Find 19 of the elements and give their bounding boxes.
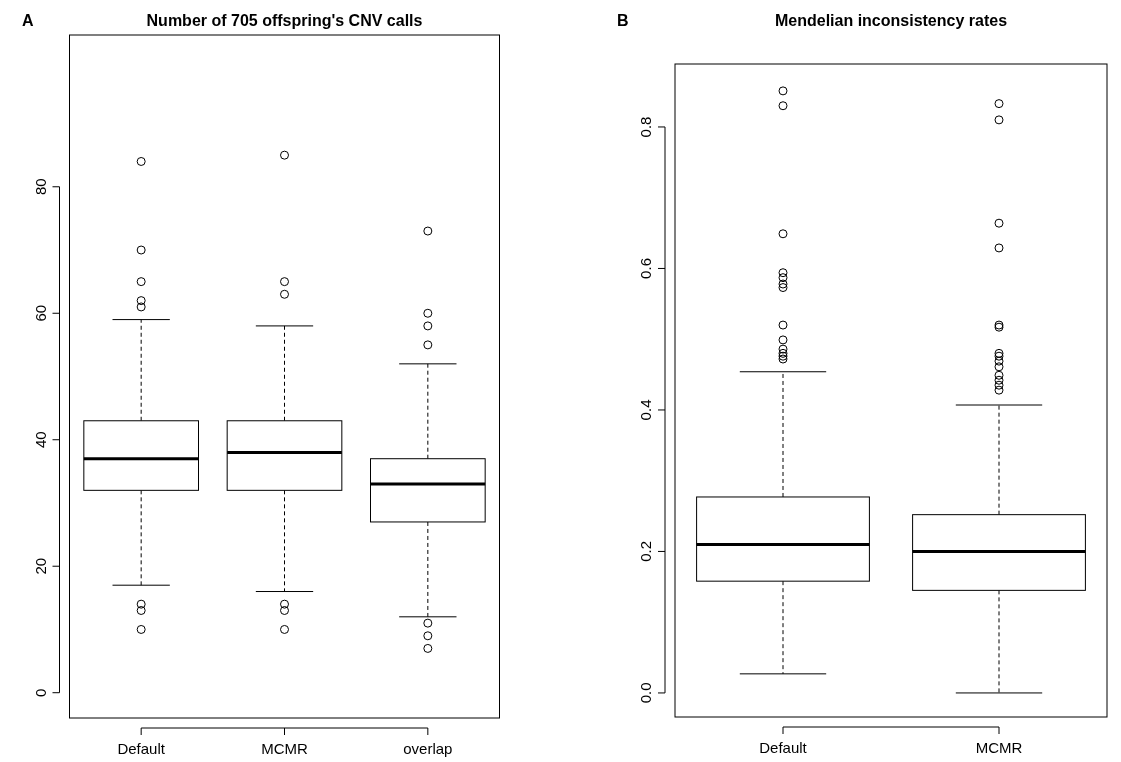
text: B <box>617 12 629 29</box>
x-tick-label: MCMR <box>975 739 1023 756</box>
chart-title: Mendelian inconsistency rates <box>774 12 1008 29</box>
x-tick-label: Default <box>117 740 166 757</box>
y-tick-label: 0 <box>31 688 49 697</box>
y-tick-label: 60 <box>31 304 49 322</box>
y-tick-label: 0.2 <box>637 541 654 562</box>
y-tick-label: 0.6 <box>637 258 654 279</box>
y-tick-label: 80 <box>31 178 49 196</box>
y-tick-label: 40 <box>31 431 49 449</box>
chart-title: Number of 705 offspring's CNV calls <box>146 12 423 29</box>
y-tick-label: 0.8 <box>637 116 654 138</box>
y-tick-label: 0.0 <box>637 682 654 704</box>
text: A <box>22 12 34 29</box>
y-tick-label: 0.4 <box>637 399 654 421</box>
y-tick-label: 20 <box>31 557 49 575</box>
x-tick-label: overlap <box>403 740 453 757</box>
x-tick-label: MCMR <box>261 740 308 757</box>
x-tick-label: Default <box>759 739 808 756</box>
